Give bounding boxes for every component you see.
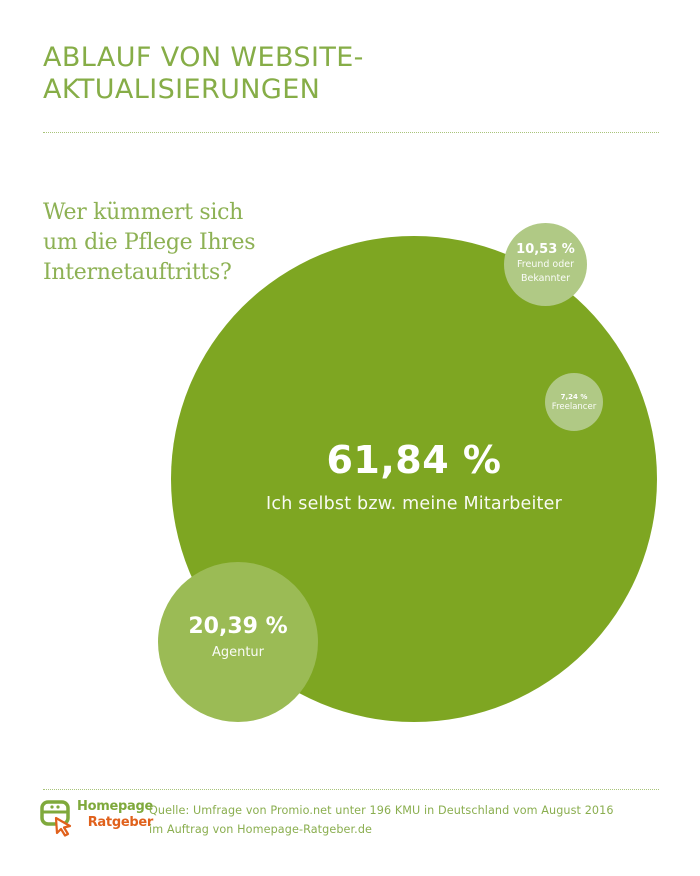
question-line-2: um die Pflege Ihres [43, 230, 256, 255]
logo-text-ratgeber: Ratgeber [87, 815, 154, 830]
bubble-agency: 20,39 % Agentur [158, 562, 318, 722]
homepage-ratgeber-logo: Homepage Ratgeber [40, 798, 153, 838]
bubble-value: 61,84 % [326, 438, 502, 482]
bubble-label-line-2: Bekannter [520, 272, 571, 284]
source-note: Quelle: Umfrage von Promio.net unter 196… [149, 801, 669, 839]
browser-cursor-icon [40, 800, 72, 837]
top-divider [43, 132, 659, 133]
bottom-divider [43, 789, 659, 790]
bubble-label-line-1: Freund oder [517, 258, 574, 270]
title-line-2: AKTUALISIERUNGEN [43, 74, 321, 105]
title-line-1: ABLAUF VON WEBSITE- [43, 42, 364, 73]
question-line-1: Wer kümmert sich [43, 200, 243, 225]
bubble-value: 7,24 % [560, 392, 588, 401]
bubble-label: Ich selbst bzw. meine Mitarbeiter [266, 494, 562, 514]
page-title: ABLAUF VON WEBSITE- AKTUALISIERUNGEN [43, 42, 463, 106]
bubble-label: Agentur [211, 645, 265, 660]
bubble-label: Freelancer [551, 401, 597, 412]
question-line-3: Internetauftritts? [43, 260, 232, 285]
logo-text-homepage: Homepage [77, 799, 153, 814]
source-line-2: im Auftrag von Homepage-Ratgeber.de [149, 823, 373, 836]
bubble-value: 20,39 % [188, 614, 288, 639]
bubble-freelancer: 7,24 % Freelancer [545, 373, 603, 431]
chart-question: Wer kümmert sich um die Pflege Ihres Int… [43, 198, 283, 288]
bubble-friend-acquaintance: 10,53 % Freund oder Bekannter [504, 223, 587, 306]
source-line-1: Quelle: Umfrage von Promio.net unter 196… [149, 804, 614, 817]
bubble-value: 10,53 % [516, 241, 575, 257]
logo-wordmark: Homepage Ratgeber [77, 799, 153, 831]
